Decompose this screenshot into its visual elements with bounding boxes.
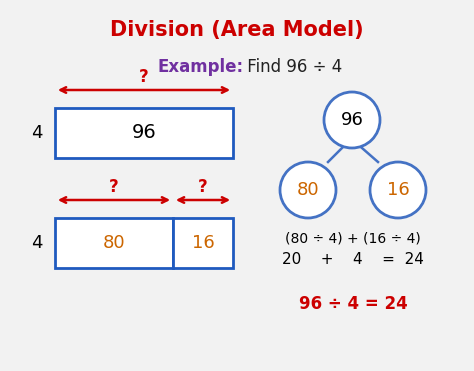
Text: 16: 16 (387, 181, 410, 199)
Text: 96: 96 (340, 111, 364, 129)
Text: Find 96 ÷ 4: Find 96 ÷ 4 (242, 58, 342, 76)
FancyBboxPatch shape (55, 108, 233, 158)
Circle shape (280, 162, 336, 218)
Circle shape (324, 92, 380, 148)
Text: 80: 80 (297, 181, 319, 199)
Text: ?: ? (109, 178, 119, 196)
Text: 96 ÷ 4 = 24: 96 ÷ 4 = 24 (299, 295, 407, 313)
Text: ?: ? (198, 178, 208, 196)
Text: 16: 16 (191, 234, 214, 252)
Text: (80 ÷ 4) + (16 ÷ 4): (80 ÷ 4) + (16 ÷ 4) (285, 232, 421, 246)
Text: 4: 4 (31, 124, 43, 142)
Text: Division (Area Model): Division (Area Model) (110, 20, 364, 40)
Text: 20    +    4    =  24: 20 + 4 = 24 (282, 252, 424, 267)
FancyBboxPatch shape (55, 218, 173, 268)
Text: 80: 80 (103, 234, 125, 252)
Text: ?: ? (139, 68, 149, 86)
Text: 96: 96 (132, 124, 156, 142)
FancyBboxPatch shape (173, 218, 233, 268)
Circle shape (370, 162, 426, 218)
Text: 4: 4 (31, 234, 43, 252)
Text: Example:: Example: (158, 58, 244, 76)
